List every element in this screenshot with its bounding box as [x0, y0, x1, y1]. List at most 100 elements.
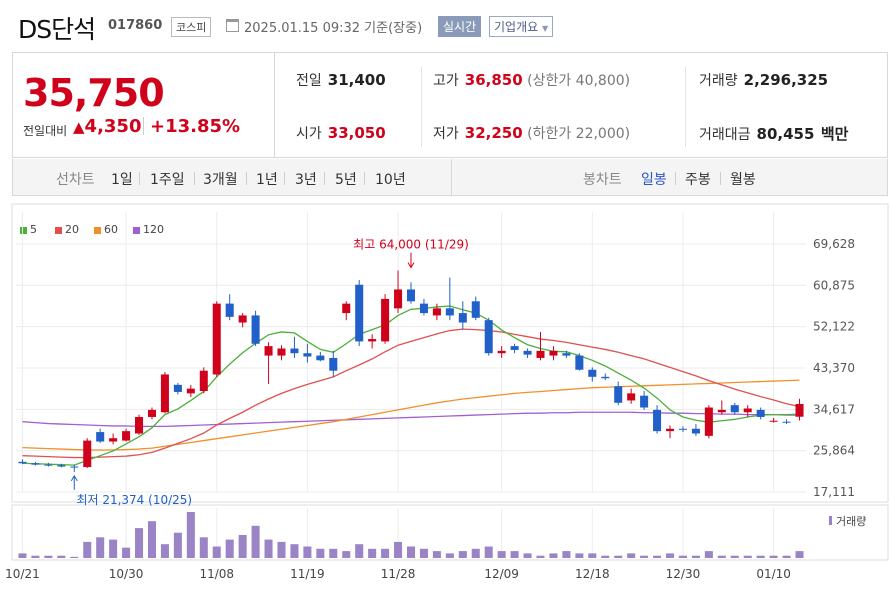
y-tick-label: 25,864	[813, 444, 855, 458]
annotations: 거래량 최고 64,000 (11/29) 최저 21,374 (10/25)	[70, 238, 866, 528]
candle-body	[394, 289, 403, 309]
volume-bar	[160, 544, 169, 558]
candle	[666, 425, 675, 439]
calendar-icon	[226, 19, 239, 32]
candle-body	[691, 428, 700, 434]
divider	[685, 67, 686, 147]
x-tick-label: 11/28	[381, 567, 416, 581]
candle-daily[interactable]: 일봉	[641, 172, 667, 188]
candle	[484, 317, 493, 356]
legend-label: 60	[104, 223, 118, 236]
volume: 거래량 2,296,325	[699, 70, 828, 90]
period-10y[interactable]: 10년	[375, 172, 406, 188]
volume-bar	[458, 551, 467, 558]
divider	[246, 172, 247, 185]
diff-rate: +13.85%	[150, 116, 241, 137]
volume-bar	[96, 537, 105, 558]
candle	[122, 428, 131, 442]
candle-body	[109, 438, 118, 442]
candle	[238, 313, 247, 328]
high-label: 고가	[433, 73, 459, 89]
candle-body	[381, 298, 390, 342]
low-value: 32,250	[464, 124, 523, 142]
candle	[173, 382, 182, 395]
company-overview-button[interactable]: 기업개요 ▼	[489, 16, 554, 37]
min-price-label: 최저 21,374 (10/25)	[76, 493, 192, 507]
candle-body	[484, 320, 493, 354]
legend-ma5: 5	[20, 223, 37, 236]
volume-label: 거래량	[699, 73, 738, 89]
volume-bar	[419, 548, 428, 558]
volume-bar	[717, 555, 726, 558]
candle-body	[122, 431, 131, 441]
x-tick-label: 10/21	[5, 567, 40, 581]
period-3m[interactable]: 3개월	[203, 172, 238, 188]
diff-label: 전일대비	[23, 124, 68, 138]
max-price-label: 최고 64,000 (11/29)	[353, 238, 469, 252]
candle	[717, 400, 726, 415]
volume-bar	[614, 555, 623, 558]
candle-body	[562, 353, 571, 356]
high-price: 고가 36,850 (상한가 40,800)	[433, 70, 630, 90]
diff-amount: ▲4,350	[73, 116, 141, 137]
candle	[432, 303, 441, 321]
candle-weekly[interactable]: 주봉	[685, 172, 711, 188]
volume-bar	[290, 544, 299, 558]
open-price: 시가 33,050	[296, 123, 386, 143]
candle	[186, 384, 195, 398]
candle	[549, 346, 558, 361]
candle-body	[640, 395, 649, 408]
volume-bar	[394, 541, 403, 558]
ma20-line	[22, 328, 800, 459]
volume-value: 2,296,325	[743, 71, 829, 89]
realtime-button[interactable]: 실시간	[438, 16, 482, 37]
volume-bar	[342, 551, 351, 558]
y-tick-label: 17,111	[813, 485, 855, 499]
candle	[510, 343, 519, 354]
candle	[290, 336, 299, 358]
divider	[139, 172, 140, 185]
legend-swatch	[94, 226, 101, 234]
volume-bar	[122, 547, 131, 558]
period-5y[interactable]: 5년	[335, 172, 357, 188]
period-1y[interactable]: 1년	[256, 172, 278, 188]
candle-monthly[interactable]: 월봉	[730, 172, 756, 188]
candle	[562, 350, 571, 358]
period-1w[interactable]: 1주일	[150, 172, 185, 188]
volume-bar	[70, 556, 79, 558]
candle-body	[717, 409, 726, 413]
candle	[316, 351, 325, 362]
candle	[225, 294, 234, 321]
legend-swatch	[20, 226, 27, 234]
candle-body	[173, 384, 182, 392]
candle-body	[536, 350, 545, 358]
divider	[421, 67, 422, 147]
volume-bar	[756, 555, 765, 558]
period-3y[interactable]: 3년	[295, 172, 317, 188]
y-tick-label: 52,122	[813, 320, 855, 334]
upper-limit-value: 40,800)	[575, 73, 631, 89]
volume-bar	[329, 548, 338, 558]
candle	[614, 381, 623, 406]
candle	[44, 462, 53, 467]
x-tick-label: 11/08	[199, 567, 234, 581]
ma5-line	[22, 305, 800, 466]
period-1d[interactable]: 1일	[111, 172, 133, 188]
legend-label: 120	[143, 223, 164, 236]
current-price: 35,750	[23, 71, 165, 115]
ma120-line	[22, 411, 800, 428]
x-tick-label: 12/30	[666, 567, 701, 581]
volume-bar	[31, 555, 40, 558]
line-chart-label: 선차트	[56, 172, 95, 188]
candle	[31, 461, 40, 466]
volume-bar	[173, 532, 182, 558]
candle-body	[186, 388, 195, 394]
period-bar: 선차트 1일 1주일 3개월 1년 3년 5년 10년 봉차트 일봉 주봉 월봉	[12, 159, 888, 196]
open-value: 33,050	[327, 124, 386, 142]
candle	[536, 331, 545, 361]
candle	[601, 373, 610, 381]
trade-amount: 거래대금 80,455 백만	[699, 123, 848, 144]
candle	[381, 294, 390, 344]
volume-bar	[536, 555, 545, 558]
volume-bar	[743, 555, 752, 558]
